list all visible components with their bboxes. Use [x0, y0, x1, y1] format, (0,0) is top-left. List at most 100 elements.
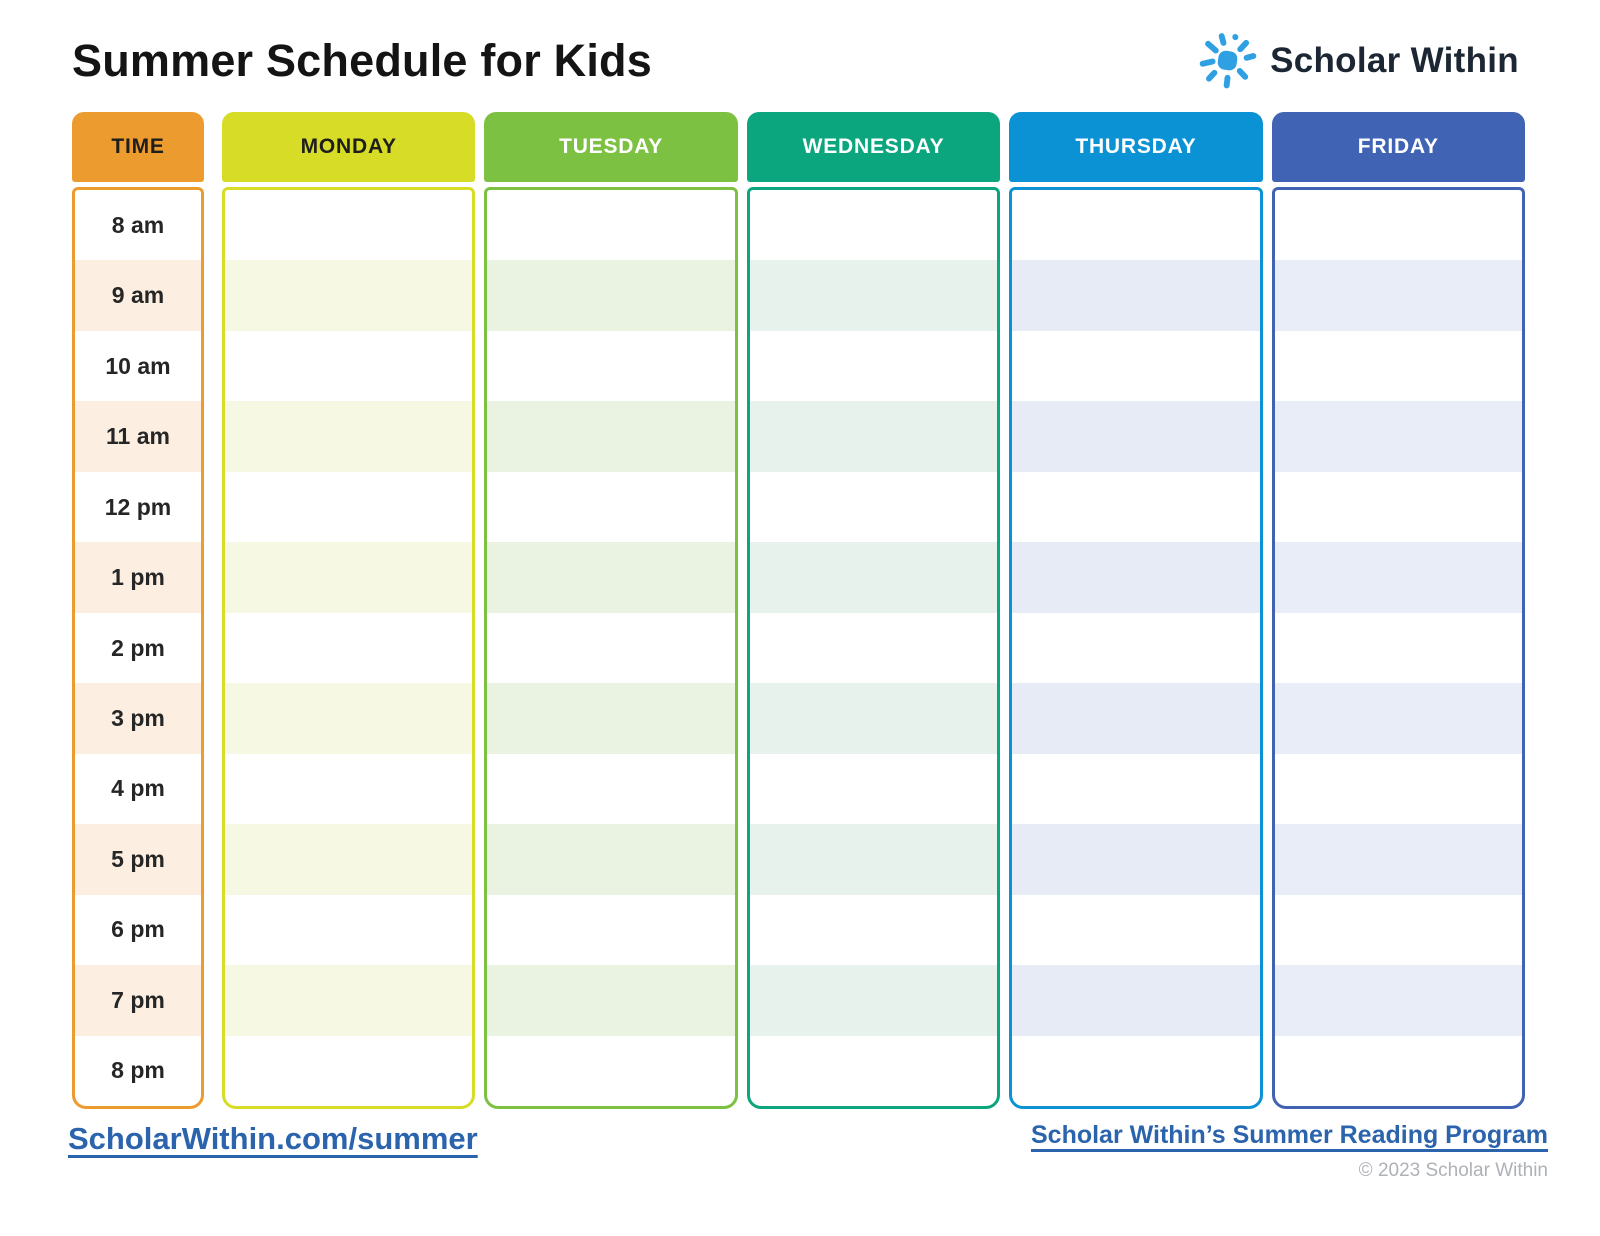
time-column-body: 8 am 9 am 10 am 11 am 12 pm 1 pm 2 pm 3 pm 4 pm 5…	[72, 187, 204, 1109]
brand-logo: Scholar Within	[1199, 32, 1519, 90]
day-cell	[225, 260, 473, 331]
time-cell: 1 pm	[75, 542, 201, 613]
day-cell	[225, 542, 473, 613]
brand-name: Scholar Within	[1270, 41, 1519, 80]
time-cell: 9 am	[75, 260, 201, 331]
day-cell	[1012, 824, 1260, 895]
time-cell: 7 pm	[75, 965, 201, 1036]
day-body-friday	[1271, 187, 1526, 1109]
time-cell: 8 am	[111, 211, 165, 238]
day-cell	[1275, 895, 1522, 965]
day-cell	[1012, 401, 1260, 472]
day-cell	[487, 824, 735, 895]
day-cell	[750, 190, 997, 260]
time-cell: 3 pm	[75, 683, 201, 754]
top-bar: Summer Schedule for Kids Scholar Within	[0, 0, 1600, 112]
day-body-monday	[222, 187, 476, 1109]
day-cell	[749, 542, 998, 613]
day-cell	[487, 331, 734, 401]
day-cell	[749, 965, 998, 1036]
day-cell	[749, 824, 998, 895]
day-cell	[1012, 1036, 1259, 1106]
day-cell	[225, 824, 473, 895]
time-cell: 12 pm	[104, 493, 172, 520]
time-cell: 5 pm	[75, 824, 201, 895]
day-cell	[749, 683, 998, 754]
day-cell	[487, 895, 734, 965]
day-body-wednesday	[746, 187, 1001, 1109]
day-cell	[749, 401, 998, 472]
day-cell	[1274, 260, 1523, 331]
day-cell	[225, 683, 473, 754]
day-column-monday: MONDAY	[222, 112, 476, 1109]
day-column-tuesday: TUESDAY	[484, 112, 738, 1109]
day-cell	[1012, 683, 1260, 754]
day-cell	[1274, 683, 1523, 754]
day-cell	[1012, 965, 1260, 1036]
day-cell	[1275, 613, 1522, 683]
day-cell	[225, 613, 472, 683]
day-cell	[225, 331, 472, 401]
day-cell	[225, 190, 472, 260]
summer-url-link[interactable]: ScholarWithin.com/summer	[68, 1121, 478, 1156]
day-header-wednesday: WEDNESDAY	[746, 112, 1001, 182]
copyright-text: © 2023 Scholar Within	[1358, 1160, 1548, 1181]
time-cell: 2 pm	[111, 634, 165, 661]
day-cell	[749, 260, 998, 331]
day-column-wednesday: WEDNESDAY	[746, 112, 1001, 1109]
day-cell	[750, 472, 997, 542]
day-header-friday: FRIDAY	[1271, 112, 1526, 182]
day-cell	[1274, 965, 1523, 1036]
day-cell	[750, 895, 997, 965]
day-cell	[1274, 542, 1523, 613]
day-cell	[1275, 754, 1522, 824]
day-cell	[1275, 331, 1522, 401]
day-cell	[487, 401, 735, 472]
day-cell	[487, 683, 735, 754]
day-cell	[225, 1036, 472, 1106]
day-cell	[225, 754, 472, 824]
day-cell	[487, 754, 734, 824]
day-cell	[1012, 542, 1260, 613]
day-cell	[487, 260, 735, 331]
time-cell: 4 pm	[111, 775, 165, 802]
time-column-header: TIME	[72, 112, 204, 182]
day-cell	[750, 331, 997, 401]
sun-icon	[1199, 33, 1257, 89]
day-columns: MONDAY TUESDAY WEDNESDAY THURSDAY FRIDAY	[222, 112, 1526, 1109]
time-cell: 6 pm	[111, 916, 165, 943]
time-cell: 10 am	[105, 352, 171, 379]
day-cell	[1012, 895, 1259, 965]
day-body-thursday	[1009, 187, 1263, 1109]
day-cell	[750, 754, 997, 824]
day-cell	[487, 965, 735, 1036]
day-cell	[487, 542, 735, 613]
day-cell	[1275, 1036, 1522, 1106]
day-cell	[1274, 824, 1523, 895]
day-cell	[487, 190, 734, 260]
day-cell	[1012, 613, 1259, 683]
footer-right: Scholar Within’s Summer Reading Program …	[1031, 1121, 1548, 1182]
day-cell	[1012, 260, 1260, 331]
day-cell	[750, 1036, 997, 1106]
time-cell: 8 pm	[111, 1057, 165, 1084]
reading-program-link[interactable]: Scholar Within’s Summer Reading Program	[1030, 1121, 1548, 1149]
day-header-monday: MONDAY	[222, 112, 476, 182]
day-cell	[1012, 190, 1259, 260]
day-header-tuesday: TUESDAY	[484, 112, 738, 182]
day-cell	[487, 613, 734, 683]
day-column-friday: FRIDAY	[1271, 112, 1526, 1109]
time-column: TIME 8 am 9 am 10 am 11 am 12 pm 1 pm 2 pm 3 pm…	[72, 112, 204, 1109]
page-title: Summer Schedule for Kids	[72, 35, 652, 86]
day-column-thursday: THURSDAY	[1009, 112, 1263, 1109]
day-cell	[487, 472, 734, 542]
day-cell	[487, 1036, 734, 1106]
day-cell	[225, 965, 473, 1036]
day-cell	[1012, 754, 1259, 824]
day-cell	[225, 401, 473, 472]
day-cell	[1274, 401, 1523, 472]
day-body-tuesday	[484, 187, 738, 1109]
day-cell	[1012, 472, 1259, 542]
time-cell: 11 am	[75, 401, 201, 472]
